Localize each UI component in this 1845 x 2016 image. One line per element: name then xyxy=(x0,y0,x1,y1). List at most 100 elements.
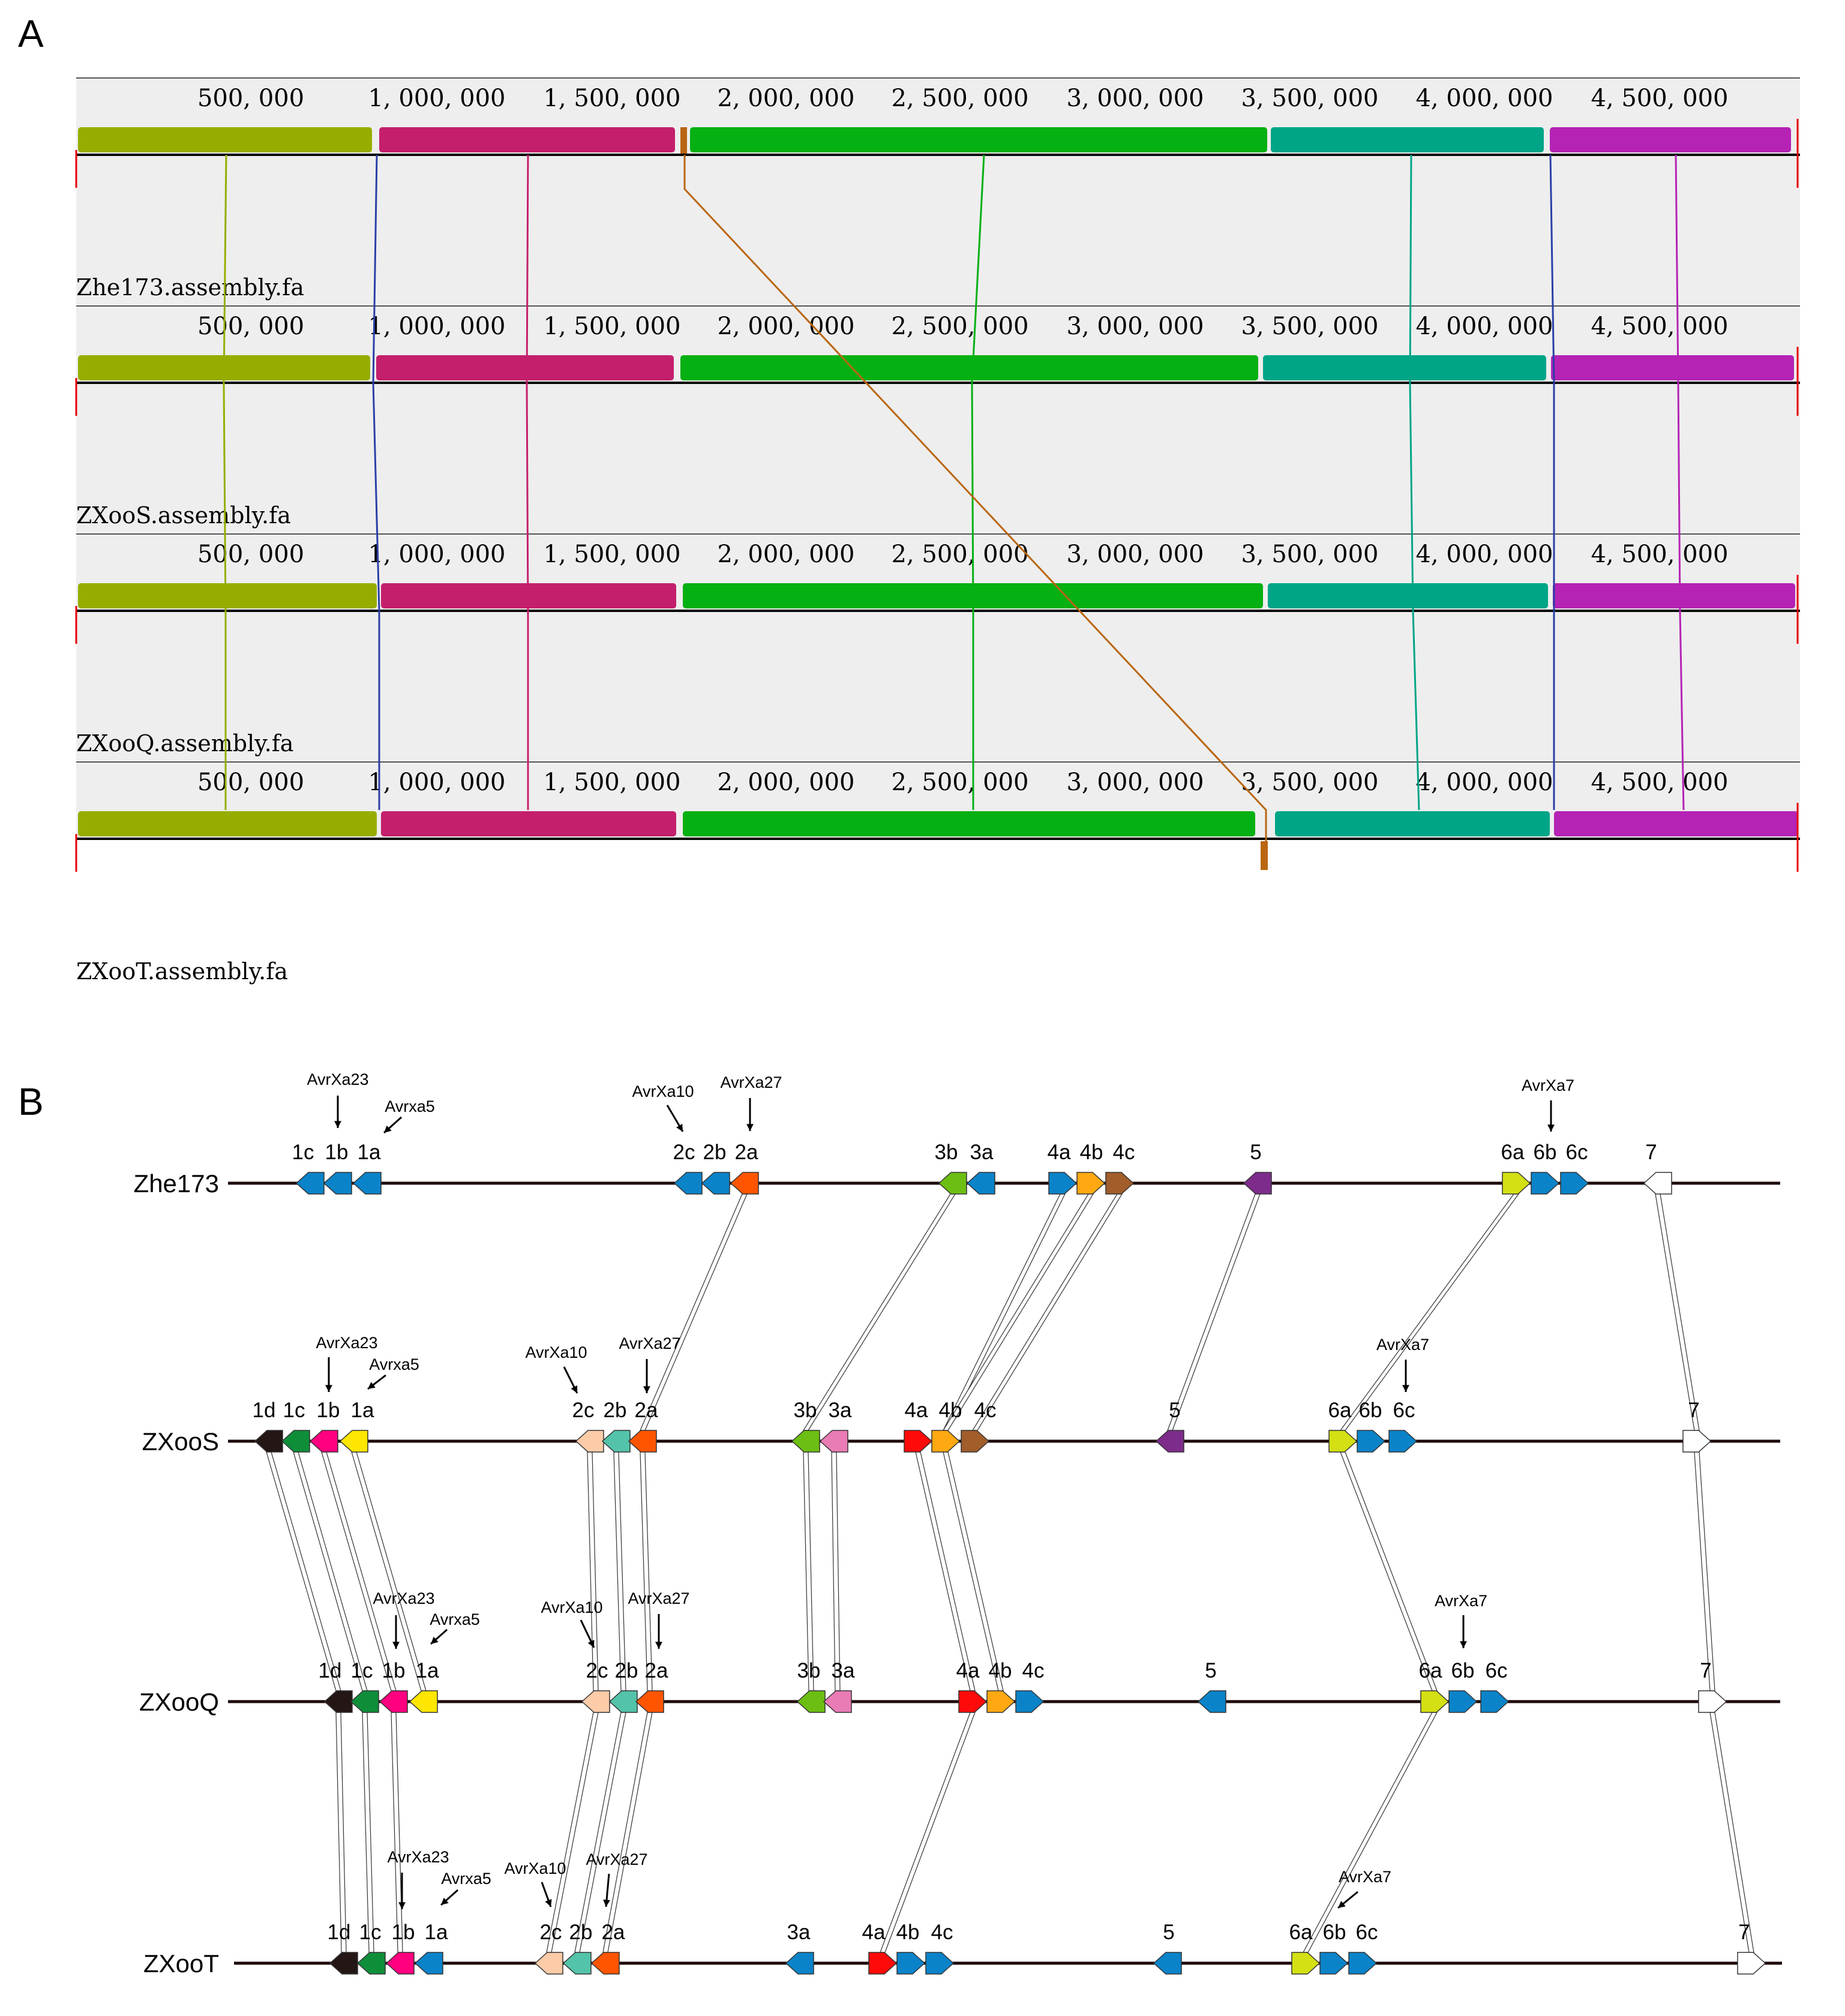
assembly-name: ZXooS.assembly.fa xyxy=(76,502,291,529)
gene-arrow xyxy=(601,1430,631,1453)
gene-label: 6c xyxy=(1486,1659,1508,1682)
arrow-down-icon xyxy=(431,1636,439,1644)
gene-link xyxy=(574,1712,626,1953)
gene-label: 1a xyxy=(425,1921,448,1944)
synteny-block xyxy=(381,811,676,836)
gene-link xyxy=(831,1451,841,1691)
avr-annotation: AvrXa23 xyxy=(387,1848,449,1866)
gene-arrow xyxy=(608,1690,638,1713)
gene-label: 6a xyxy=(1419,1659,1442,1682)
inversion-connector xyxy=(683,155,1267,841)
gene-label: 1b xyxy=(325,1141,349,1164)
axis-tick-label: 4, 500, 000 xyxy=(1591,85,1728,112)
arrow-down-icon xyxy=(676,1124,683,1132)
arrow-down-icon xyxy=(603,1899,610,1907)
gene-label: 3a xyxy=(832,1659,855,1682)
arrow-down-icon xyxy=(655,1642,662,1649)
axis-tick-label: 3, 500, 000 xyxy=(1241,769,1378,796)
arrow-down-icon xyxy=(441,1897,449,1905)
gene-link xyxy=(1709,1712,1754,1953)
gene-arrow xyxy=(1698,1690,1727,1713)
track-name: Zhe173 xyxy=(134,1169,219,1198)
gene-arrow xyxy=(1048,1172,1078,1195)
arrow-down-icon xyxy=(1402,1385,1409,1392)
gene-arrow xyxy=(254,1430,283,1453)
axis-tick-label: 500, 000 xyxy=(197,769,304,796)
gene-arrow xyxy=(409,1690,438,1713)
axis-tick-label: 1, 500, 000 xyxy=(543,769,680,796)
gene-label: 5 xyxy=(1205,1659,1216,1682)
gene-arrow xyxy=(562,1952,592,1975)
gene-label: 2b xyxy=(604,1399,627,1422)
gene-label: 4a xyxy=(905,1399,928,1422)
axis-tick-label: 2, 500, 000 xyxy=(891,541,1028,568)
gene-label: 2a xyxy=(602,1921,625,1944)
avr-annotation: AvrXa10 xyxy=(632,1082,694,1100)
gene-label: 3b xyxy=(935,1141,958,1164)
gene-arrow xyxy=(1560,1172,1589,1195)
arrow-down-icon xyxy=(334,1121,341,1128)
gene-arrow xyxy=(309,1430,338,1453)
gene-arrow xyxy=(673,1172,703,1195)
axis-tick-label: 1, 000, 000 xyxy=(368,541,505,568)
gene-label: 2a xyxy=(645,1659,668,1682)
arrow-down-icon xyxy=(1338,1901,1346,1908)
gene-link xyxy=(351,1451,427,1691)
panel-a-synteny: 500, 000 1, 000, 000 1, 500, 000 2, 000, 00… xyxy=(75,77,1800,985)
gene-link xyxy=(943,1451,1004,1691)
gene-arrow xyxy=(904,1430,933,1453)
gene-label: 1d xyxy=(253,1399,276,1422)
gene-link xyxy=(915,1451,976,1691)
gene-label: 1c xyxy=(351,1659,373,1682)
avr-annotation: AvrXa27 xyxy=(619,1334,680,1352)
axis-tick-label: 2, 000, 000 xyxy=(717,769,854,796)
gene-link xyxy=(803,1451,814,1691)
axis-tick-label: 1, 000, 000 xyxy=(368,85,505,112)
gene-label: 1d xyxy=(319,1659,342,1682)
synteny-block xyxy=(1553,583,1795,608)
track-name: ZXooS xyxy=(142,1427,219,1456)
track-name: ZXooT xyxy=(143,1949,219,1978)
synteny-connector xyxy=(372,154,380,810)
gene-label: 6b xyxy=(1534,1141,1557,1164)
gene-arrow xyxy=(1348,1952,1378,1975)
gene-arrow xyxy=(1105,1172,1135,1195)
gene-arrow xyxy=(961,1430,990,1453)
gene-label: 4b xyxy=(896,1921,920,1944)
axis-tick-label: 500, 000 xyxy=(197,85,304,112)
gene-label: 1c xyxy=(359,1921,382,1944)
track-background xyxy=(76,78,1800,306)
gene-arrow xyxy=(1388,1430,1418,1453)
gene-link xyxy=(391,1712,403,1953)
gene-link xyxy=(546,1712,599,1953)
axis-tick-label: 2, 500, 000 xyxy=(891,769,1028,796)
gene-label: 1b xyxy=(317,1399,340,1422)
gene-label: 4c xyxy=(931,1921,953,1944)
gene-label: 4c xyxy=(1022,1659,1045,1682)
gene-arrow xyxy=(575,1430,604,1453)
avr-annotation: AvrXa23 xyxy=(316,1334,377,1352)
gene-arrow xyxy=(701,1172,730,1195)
arrow-down-icon xyxy=(746,1124,754,1131)
avr-annotation: AvrXa7 xyxy=(1376,1336,1429,1354)
gene-link xyxy=(640,1451,653,1691)
synteny-block xyxy=(683,811,1255,836)
gene-label: 7 xyxy=(1700,1659,1711,1682)
axis-tick-label: 4, 500, 000 xyxy=(1591,313,1728,340)
synteny-connector xyxy=(1549,154,1555,810)
gene-arrow xyxy=(1197,1690,1226,1713)
avr-annotation: AvrXa27 xyxy=(720,1073,782,1091)
gene-label: 3a xyxy=(829,1399,852,1422)
gene-arrow xyxy=(1737,1952,1766,1975)
axis-tick-label: 1, 500, 000 xyxy=(543,85,680,112)
gene-label: 1a xyxy=(416,1659,439,1682)
gene-link xyxy=(1655,1193,1700,1431)
arrow-down-icon xyxy=(571,1385,578,1393)
synteny-block xyxy=(1551,355,1794,380)
gene-arrow xyxy=(938,1172,967,1195)
gene-label: 5 xyxy=(1250,1141,1261,1164)
avr-annotation: AvrXa27 xyxy=(586,1850,647,1868)
gene-label: 4c xyxy=(1113,1141,1135,1164)
arrow-down-icon xyxy=(545,1899,552,1907)
gene-label: 4a xyxy=(1048,1141,1071,1164)
